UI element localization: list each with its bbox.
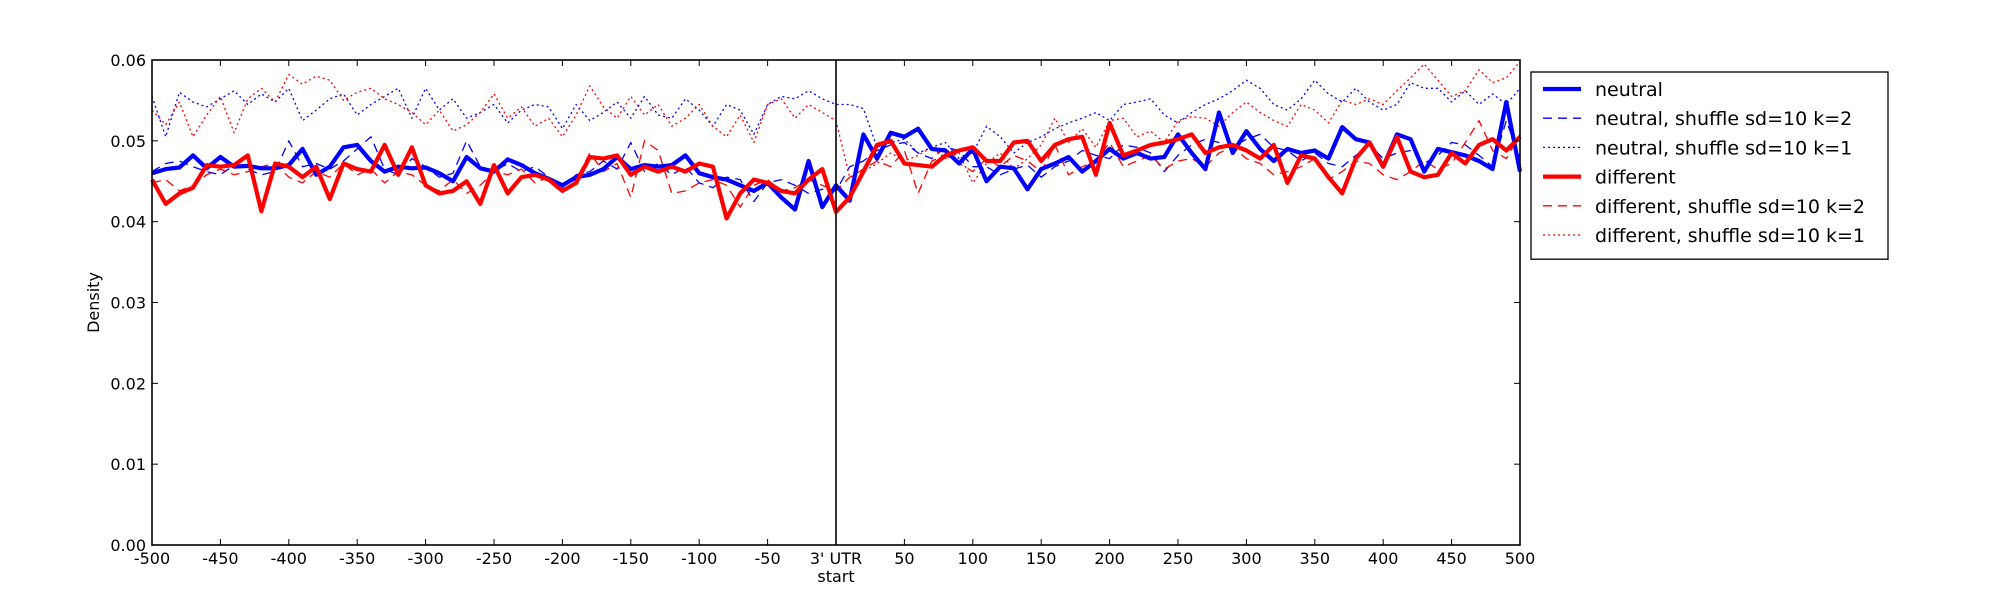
x-tick-label: -150 [613,549,649,568]
x-tick-label: 400 [1368,549,1399,568]
x-tick-label: 200 [1094,549,1125,568]
legend-box [1530,71,1889,260]
x-tick-label: -200 [544,549,580,568]
x-tick-label: -300 [407,549,443,568]
legend-label: different [1595,167,1676,189]
x-tick-label: 500 [1505,549,1536,568]
y-tick-label: 0.02 [110,374,146,393]
x-tick-label: 300 [1231,549,1262,568]
x-tick-label: 350 [1300,549,1331,568]
x-axis-label: start [817,567,854,586]
x-tick-label: -450 [202,549,238,568]
x-tick-label: 100 [958,549,989,568]
x-tick-label: 150 [1026,549,1057,568]
y-tick-label: 0.03 [110,294,146,313]
x-tick-label: -500 [134,549,170,568]
legend-label: different, shuffle sd=10 k=1 [1595,225,1865,247]
x-tick-label: -250 [476,549,512,568]
x-tick-label: -100 [681,549,717,568]
x-tick-label: -400 [271,549,307,568]
x-axis: -500 -450 -400 -350 -300 -250 -200 -150 -100 -50 3… [134,60,1535,568]
legend-label: different, shuffle sd=10 k=2 [1595,196,1865,218]
x-tick-label: 3' UTR [810,549,862,568]
y-tick-label: 0.06 [110,51,146,70]
x-tick-label: 50 [894,549,914,568]
y-axis-label: Density [84,272,103,333]
legend: neutral neutral, shuffle sd=10 k=2 neutral… [1530,71,1889,260]
y-tick-label: 0.04 [110,213,146,232]
x-tick-label: 450 [1436,549,1467,568]
legend-label: neutral [1595,79,1663,101]
x-tick-label: -50 [755,549,781,568]
y-tick-label: 0.00 [110,536,146,555]
legend-label: neutral, shuffle sd=10 k=2 [1595,108,1852,130]
series-line-2 [151,79,1521,160]
y-tick-label: 0.05 [110,132,146,151]
y-axis: 0.00 0.01 0.02 0.03 0.04 0.05 0.06 [110,51,1520,555]
x-tick-label: -350 [339,549,375,568]
legend-label: neutral, shuffle sd=10 k=1 [1595,137,1852,159]
y-tick-label: 0.01 [110,455,146,474]
x-tick-label: 250 [1163,549,1194,568]
